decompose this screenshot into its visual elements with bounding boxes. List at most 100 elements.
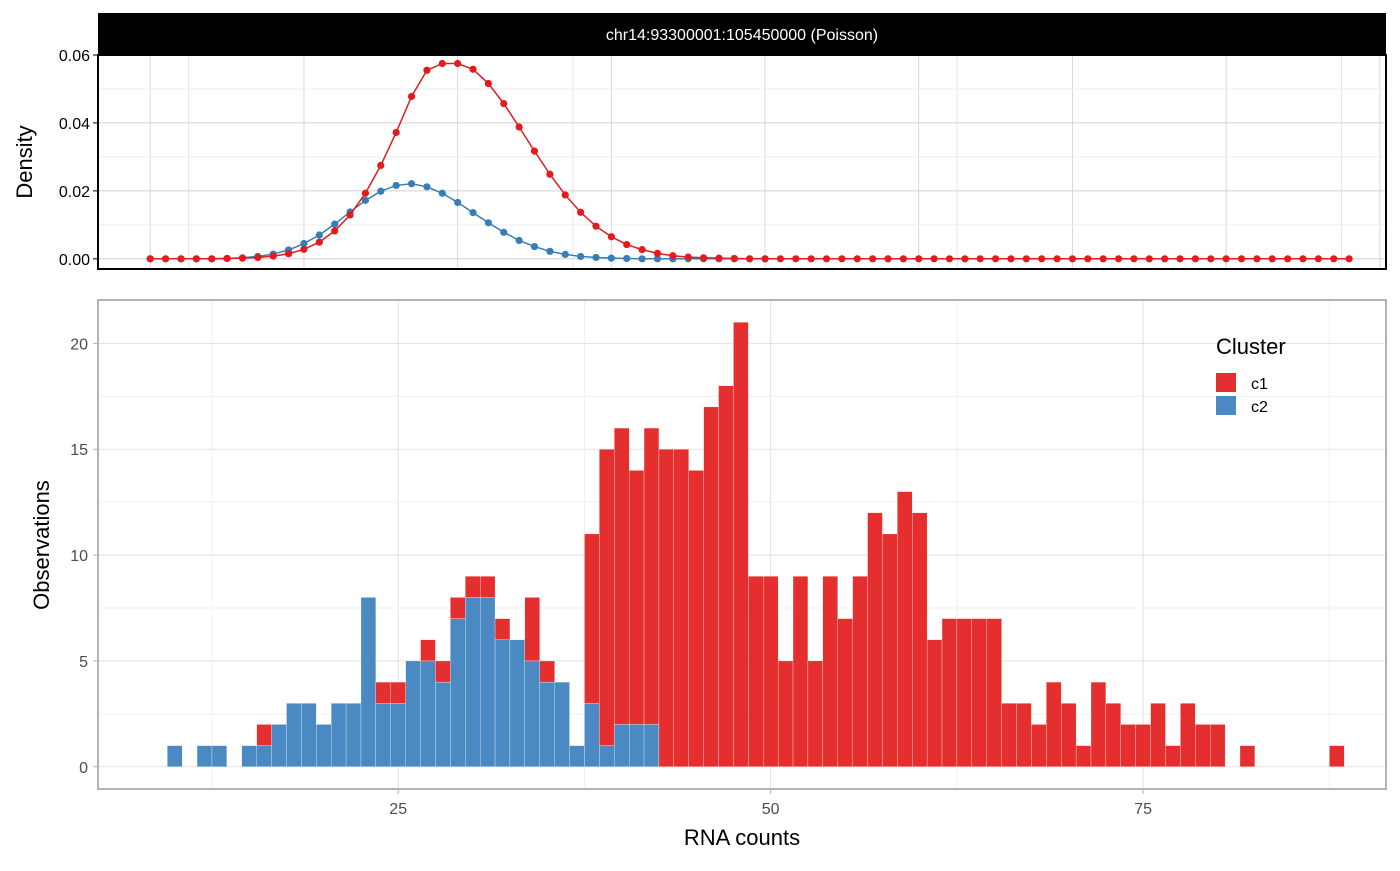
density-point-c1 <box>776 255 785 263</box>
density-point-c1 <box>638 246 646 254</box>
histogram-bar-c2 <box>271 724 287 767</box>
density-point-c2 <box>638 255 646 263</box>
histogram-bar-c1 <box>733 322 749 767</box>
density-panel: chr14:93300001:105450000 (Poisson) 0.000… <box>12 13 1387 270</box>
density-point-c1 <box>945 255 954 263</box>
density-point-c2 <box>469 209 477 217</box>
legend-key-c2 <box>1216 396 1236 415</box>
histogram-x-tick-label: 50 <box>762 801 780 818</box>
density-point-c1 <box>592 222 600 230</box>
density-point-c2 <box>592 253 600 262</box>
histogram-bar-c1 <box>852 576 868 767</box>
legend-label-c1: c1 <box>1251 376 1268 393</box>
density-point-c1 <box>792 255 800 263</box>
density-point-c1 <box>162 255 170 263</box>
density-point-c1 <box>699 254 708 262</box>
density-point-c1 <box>1099 255 1107 263</box>
density-point-c1 <box>1222 255 1230 263</box>
histogram-bar-c2 <box>301 703 317 767</box>
density-panel-border <box>97 54 1387 270</box>
density-point-c1 <box>822 255 831 263</box>
density-point-c1 <box>392 128 400 137</box>
histogram-bar-c2 <box>569 745 585 767</box>
density-point-c1 <box>177 255 185 263</box>
density-point-c1 <box>1268 255 1276 263</box>
histogram-bar-c1 <box>435 660 451 683</box>
histogram-bar-c1 <box>1090 681 1107 767</box>
density-point-c1 <box>869 255 877 263</box>
histogram-bar-c2 <box>256 745 272 767</box>
histogram-bar-c1 <box>1329 745 1345 767</box>
histogram-bar-c1 <box>614 427 630 725</box>
density-y-tick-label: 0.02 <box>59 184 90 201</box>
density-gridlines <box>98 54 1386 269</box>
density-point-c1 <box>438 59 446 68</box>
density-point-c1 <box>269 252 277 260</box>
density-point-c2 <box>500 228 508 236</box>
histogram-panel-border <box>97 299 1387 790</box>
histogram-bar-c2 <box>584 703 600 767</box>
density-point-c1 <box>961 255 969 263</box>
density-point-c1 <box>684 253 692 261</box>
density-point-c2 <box>623 254 631 263</box>
histogram-x-tick-label: 75 <box>1134 801 1152 818</box>
density-y-ticks: 0.00 0.02 0.04 0.06 <box>59 48 98 269</box>
histogram-bar-c2 <box>331 703 347 767</box>
density-point-c1 <box>761 255 769 263</box>
histogram-bar-c1 <box>673 449 689 767</box>
histogram-bars <box>167 322 1345 767</box>
histogram-bar-c1 <box>777 660 794 767</box>
histogram-bar-c1 <box>480 576 496 598</box>
density-point-c2 <box>484 219 492 227</box>
histogram-bar-c1 <box>897 491 913 767</box>
histogram-y-tick-label: 10 <box>70 548 88 565</box>
density-point-c1 <box>1176 255 1184 263</box>
density-point-c1 <box>407 92 416 101</box>
density-point-c1 <box>623 240 631 249</box>
histogram-bar-c1 <box>643 427 660 725</box>
histogram-bar-c2 <box>628 724 645 767</box>
histogram-bar-c1 <box>1210 724 1226 767</box>
density-point-c1 <box>1299 255 1307 263</box>
histogram-bar-c1 <box>867 512 883 767</box>
legend: Cluster c1 c2 <box>1216 334 1286 416</box>
histogram-bar-c2 <box>435 681 451 767</box>
density-point-c1 <box>653 249 662 257</box>
histogram-bar-c1 <box>926 639 943 767</box>
histogram-y-tick-label: 20 <box>70 336 88 353</box>
histogram-bar-c1 <box>1001 703 1017 767</box>
histogram-bar-c1 <box>658 449 674 767</box>
histogram-bar-c2 <box>211 745 228 767</box>
histogram-bar-c1 <box>912 512 928 767</box>
density-point-c1 <box>853 255 861 263</box>
histogram-bar-c1 <box>450 597 466 619</box>
density-point-c2 <box>577 252 585 261</box>
density-point-c1 <box>992 255 1000 263</box>
histogram-bar-c2 <box>316 724 332 767</box>
histogram-y-ticks: 0 5 10 15 20 <box>70 336 98 777</box>
density-point-c1 <box>192 255 200 263</box>
density-y-tick-label: 0.06 <box>59 48 90 65</box>
histogram-x-axis-title: RNA counts <box>684 825 800 850</box>
histogram-bar-c2 <box>524 660 540 767</box>
histogram-bar-c1 <box>763 576 779 767</box>
histogram-bar-c1 <box>584 533 600 704</box>
density-point-c1 <box>607 233 615 241</box>
histogram-y-tick-label: 5 <box>79 654 88 671</box>
density-point-c1 <box>469 65 477 73</box>
histogram-bar-c1 <box>628 470 645 725</box>
density-point-c1 <box>1314 255 1322 263</box>
histogram-bar-c2 <box>286 703 302 767</box>
density-point-c1 <box>1207 255 1215 263</box>
histogram-bar-c2 <box>509 639 526 767</box>
density-point-c1 <box>484 79 492 88</box>
histogram-bar-c2 <box>450 618 466 767</box>
histogram-bar-c1 <box>703 406 719 767</box>
histogram-bar-c2 <box>480 597 496 767</box>
histogram-bar-c2 <box>554 681 570 767</box>
histogram-bar-c1 <box>420 639 436 662</box>
density-point-c2 <box>438 189 446 197</box>
density-point-c1 <box>1114 255 1123 263</box>
density-point-c1 <box>238 254 247 262</box>
density-point-c1 <box>1022 255 1030 263</box>
